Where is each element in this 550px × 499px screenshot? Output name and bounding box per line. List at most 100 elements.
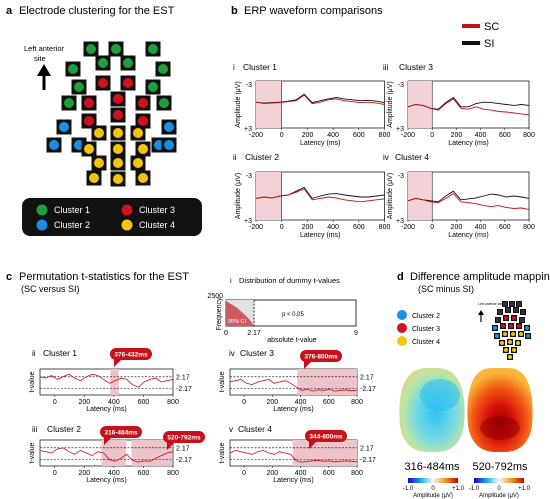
window-callout-label: 376-432ms bbox=[114, 352, 148, 359]
x-tick: 400 bbox=[475, 224, 487, 231]
x-tick: 0 bbox=[280, 132, 284, 139]
baseline-window bbox=[408, 172, 433, 220]
x-tick: 800 bbox=[379, 132, 391, 139]
significant-window bbox=[131, 440, 172, 466]
d-legend-dot-cluster-2 bbox=[397, 310, 407, 320]
mini-up-arrow-icon bbox=[478, 310, 484, 322]
erp-plot-label: Cluster 1 bbox=[243, 62, 277, 72]
x-tick: 200 bbox=[266, 470, 278, 477]
ci-label: 95% CI bbox=[228, 319, 247, 325]
histogram-y-label: Frequency bbox=[216, 297, 223, 331]
histogram-title: Distribution of dummy t-values bbox=[239, 276, 340, 285]
threshold-neg-label: -2.17 bbox=[176, 457, 192, 464]
electrode bbox=[161, 137, 177, 153]
mini-electrode-grid bbox=[492, 301, 531, 360]
legend-dot-cluster-1 bbox=[36, 204, 48, 216]
x-tick: 0 bbox=[53, 470, 57, 477]
electrode bbox=[83, 41, 99, 57]
electrode bbox=[145, 79, 161, 95]
window-callout: 316-484ms bbox=[100, 426, 142, 445]
dummy-t-histogram: i Distribution of dummy t-values 95% CI … bbox=[207, 276, 358, 344]
threshold-neg-label: -2.17 bbox=[360, 386, 376, 393]
direction-label-line2: site bbox=[34, 54, 46, 63]
panel-d-letter: d bbox=[397, 271, 404, 283]
erp-plot-index: iii bbox=[383, 63, 389, 72]
histogram-ci-area bbox=[226, 301, 254, 326]
y-axis-label: t-value bbox=[29, 371, 36, 392]
legend-label-sc: SC bbox=[484, 21, 499, 33]
significant-window bbox=[101, 440, 127, 466]
panel-b-letter: b bbox=[231, 5, 238, 17]
x-tick: -200 bbox=[249, 224, 263, 231]
electrode bbox=[145, 41, 161, 57]
threshold-pos-label: 2.17 bbox=[360, 374, 374, 381]
up-arrow-icon bbox=[37, 64, 51, 90]
panel-d: d Difference amplitude mapping (SC minus… bbox=[397, 271, 550, 499]
x-tick: 800 bbox=[379, 224, 391, 231]
y-axis-label: Amplitude (μV) bbox=[235, 173, 242, 219]
legend-swatch-si bbox=[462, 41, 480, 45]
x-tick: 400 bbox=[295, 399, 307, 406]
x-tick: 600 bbox=[323, 399, 335, 406]
electrode bbox=[108, 41, 124, 57]
y-top-tick: -3 bbox=[246, 173, 252, 180]
x-tick: 200 bbox=[266, 399, 278, 406]
panel-a-title: Electrode clustering for the EST bbox=[19, 5, 175, 17]
electrode bbox=[110, 125, 126, 141]
y-axis-label: Amplitude (μV) bbox=[387, 173, 394, 219]
x-tick: 600 bbox=[499, 132, 511, 139]
legend-label-si: SI bbox=[484, 38, 494, 50]
waveform-sc bbox=[407, 98, 530, 116]
erp-plot-label: Cluster 3 bbox=[399, 62, 433, 72]
cluster-legend: Cluster 1 Cluster 3 Cluster 2 Cluster 4 bbox=[22, 198, 202, 236]
electrode bbox=[110, 141, 126, 157]
threshold-pos-label: 2.17 bbox=[176, 445, 190, 452]
t-plot-cluster-2: iii Cluster 2 2.17 -2.17 t-value 0 200 400 600 80… bbox=[29, 424, 205, 484]
panel-b-title: ERP waveform comparisons bbox=[244, 5, 383, 17]
window-callout: 376-432ms bbox=[110, 348, 152, 367]
x-tick: 600 bbox=[323, 470, 335, 477]
x-tick: 600 bbox=[138, 399, 150, 406]
panel-c-letter: c bbox=[6, 271, 12, 283]
panel-c-title: Permutation t-statistics for the EST bbox=[19, 271, 189, 283]
y-axis-label: Amplitude (μV) bbox=[235, 81, 242, 127]
electrode bbox=[95, 55, 111, 71]
x-tick: 200 bbox=[451, 132, 463, 139]
y-bottom-tick: +3 bbox=[244, 126, 252, 133]
window-callout: 520-792ms bbox=[163, 431, 205, 450]
y-bottom-tick: +3 bbox=[396, 126, 404, 133]
t-plot-label: Cluster 1 bbox=[43, 348, 77, 358]
x-tick: 400 bbox=[327, 224, 339, 231]
x-tick: 600 bbox=[499, 224, 511, 231]
x-tick: 800 bbox=[167, 470, 179, 477]
x-axis-label: Latency (ms) bbox=[86, 477, 126, 484]
histogram-y-max: 2500 bbox=[207, 293, 223, 300]
histogram-x-tick-2: 9 bbox=[354, 330, 358, 337]
cbar-left-label: Amplitude (μV) bbox=[413, 493, 453, 499]
colorbar-left: -1.0 0 +1.0 Amplitude (μV) bbox=[403, 478, 465, 499]
x-tick: 200 bbox=[451, 224, 463, 231]
significant-window bbox=[297, 369, 357, 395]
window-callout: 344-800ms bbox=[305, 430, 347, 449]
x-tick: 200 bbox=[78, 399, 90, 406]
x-tick: 0 bbox=[242, 399, 246, 406]
t-value-plots: ii Cluster 1 2.17 -2.17 t-value 0 200 400 600 800… bbox=[29, 348, 376, 484]
t-plot-label: Cluster 4 bbox=[238, 424, 272, 434]
threshold-neg-label: -2.17 bbox=[176, 386, 192, 393]
d-legend-label-cluster-3: Cluster 3 bbox=[412, 326, 440, 333]
cbar-right-label: Amplitude (μV) bbox=[479, 493, 519, 499]
electrode bbox=[120, 75, 136, 91]
x-tick: 400 bbox=[295, 470, 307, 477]
t-curve bbox=[229, 378, 358, 392]
electrode bbox=[161, 119, 177, 135]
x-tick: 400 bbox=[475, 132, 487, 139]
baseline-window bbox=[256, 81, 282, 128]
cbar-left-tick-min: -1.0 bbox=[403, 486, 414, 492]
t-plot-cluster-4: v Cluster 4 2.17 -2.17 t-value 0 200 400 600 800 L… bbox=[219, 424, 376, 484]
t-plot-index: ii bbox=[32, 349, 36, 358]
erp-plot-label: Cluster 4 bbox=[395, 152, 429, 162]
x-tick: 0 bbox=[430, 224, 434, 231]
